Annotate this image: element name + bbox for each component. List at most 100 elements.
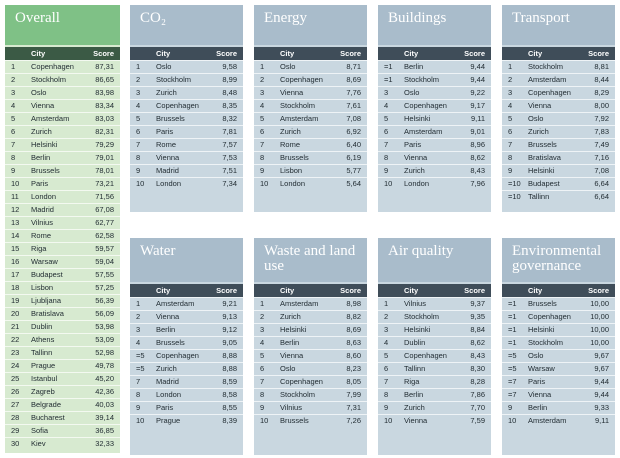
table-row: 9 Zurich 8,43	[378, 164, 491, 177]
table-row: 6 Tallinn 8,30	[378, 362, 491, 375]
score: 7,08	[346, 114, 361, 123]
score: 10,00	[590, 338, 609, 347]
rank: 9	[384, 166, 389, 175]
city: Lisbon	[31, 283, 54, 292]
table-row: 1 Oslo 9,58	[130, 60, 243, 73]
score: 7,96	[470, 179, 485, 188]
table-row: =1 Stockholm 9,44	[378, 73, 491, 86]
rank: =1	[384, 75, 393, 84]
score: 6,19	[346, 153, 361, 162]
table-row: 21 Dublin 53,98	[5, 320, 120, 333]
score: 7,53	[222, 153, 237, 162]
rank: 1	[136, 62, 141, 71]
table-row: 5 Helsinki 9,11	[378, 112, 491, 125]
rank: 6	[508, 127, 513, 136]
column-header: Score	[216, 286, 237, 295]
score: 40,03	[95, 400, 114, 409]
city: Brussels	[528, 140, 557, 149]
score: 9,44	[470, 75, 485, 84]
city: Stockholm	[280, 390, 316, 399]
city: Vienna	[280, 351, 304, 360]
rank: 1	[508, 62, 513, 71]
city: Belgrade	[31, 400, 62, 409]
rank: 23	[11, 348, 20, 357]
rank: 6	[136, 127, 141, 136]
score: 8,29	[594, 88, 609, 97]
score: 9,22	[470, 88, 485, 97]
city: Warsaw	[528, 364, 555, 373]
ranking-panel: Energy City Score 1 Oslo 8,71 2 Copenhagen 8,69 3…	[254, 5, 367, 212]
table-row: 8 Berlin 79,01	[5, 151, 120, 164]
rank: 1	[260, 62, 265, 71]
table-row: =5 Warsaw 9,67	[502, 362, 615, 375]
score: 9,11	[594, 416, 609, 425]
column-header: Score	[340, 49, 361, 58]
rank: 9	[136, 166, 141, 175]
city: Copenhagen	[156, 351, 199, 360]
table-row: 6 Paris 7,81	[130, 125, 243, 138]
rank: 2	[136, 312, 141, 321]
column-header: Score	[464, 49, 485, 58]
rank: =10	[508, 192, 521, 201]
city: Bratislava	[528, 153, 561, 162]
rank: 2	[260, 312, 265, 321]
city: Kiev	[31, 439, 46, 448]
city: Vienna	[280, 88, 304, 97]
city: Prague	[31, 361, 56, 370]
city: Prague	[156, 416, 181, 425]
score: 6,40	[346, 140, 361, 149]
city: Stockholm	[528, 62, 564, 71]
score: 53,09	[95, 335, 114, 344]
city: Helsinki	[280, 325, 307, 334]
column-header: City	[404, 49, 419, 58]
score: 9,11	[470, 114, 485, 123]
table-row: 4 Dublin 8,62	[378, 336, 491, 349]
score: 8,00	[594, 101, 609, 110]
city: Amsterdam	[404, 127, 443, 136]
table-row: 3 Berlin 9,12	[130, 323, 243, 336]
table-row: 10 London 7,34	[130, 177, 243, 190]
rank: 4	[508, 101, 513, 110]
city: Helsinki	[528, 325, 555, 334]
rank: =7	[508, 390, 517, 399]
table-row: 3 Helsinki 8,69	[254, 323, 367, 336]
table-row: 8 London 8,58	[130, 388, 243, 401]
score: 9,44	[470, 62, 485, 71]
table-header: City Score	[254, 284, 367, 297]
city: Vienna	[404, 416, 428, 425]
table-header: City Score	[502, 284, 615, 297]
score: 9,05	[222, 338, 237, 347]
city: Stockholm	[31, 75, 67, 84]
score: 62,58	[95, 231, 114, 240]
column-header: City	[31, 49, 46, 58]
city: Dublin	[404, 338, 426, 347]
city: Copenhagen	[280, 377, 323, 386]
table-row: 6 Zurich 82,31	[5, 125, 120, 138]
rank: 7	[384, 140, 389, 149]
rank: 29	[11, 426, 20, 435]
city: Vienna	[404, 153, 428, 162]
score: 8,99	[222, 75, 237, 84]
city: Brussels	[280, 416, 309, 425]
city: Rome	[156, 140, 177, 149]
score: 52,98	[95, 348, 114, 357]
rank: 9	[508, 403, 513, 412]
city: Budapest	[528, 179, 560, 188]
score: 7,49	[594, 140, 609, 149]
rank: 2	[508, 75, 513, 84]
table-header: City Score	[5, 47, 120, 60]
table-row: =5 Copenhagen 8,88	[130, 349, 243, 362]
rank: 8	[508, 153, 513, 162]
score: 6,92	[346, 127, 361, 136]
score: 10,00	[590, 325, 609, 334]
city: Brussels	[31, 166, 60, 175]
rank: 7	[260, 140, 265, 149]
table-row: 14 Rome 62,58	[5, 229, 120, 242]
table-row: 7 Copenhagen 8,05	[254, 375, 367, 388]
city: Copenhagen	[404, 351, 447, 360]
score: 71,56	[95, 192, 114, 201]
score: 9,44	[594, 390, 609, 399]
city: Zagreb	[31, 387, 55, 396]
city: Sofia	[31, 426, 49, 435]
score: 8,43	[470, 351, 485, 360]
